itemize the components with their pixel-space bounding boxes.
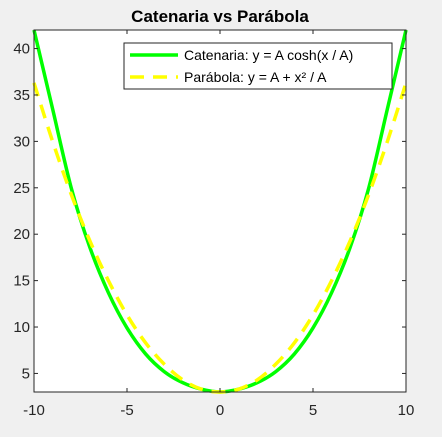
x-tick-label-3: 5 <box>309 402 317 419</box>
y-tick-label-6: 35 <box>13 87 30 104</box>
x-tick-label-0: -10 <box>23 402 45 419</box>
x-tick-label-1: -5 <box>120 402 133 419</box>
chart-title: Catenaria vs Parábola <box>131 7 309 26</box>
x-tick-label-4: 10 <box>398 402 415 419</box>
y-tick-label-1: 10 <box>13 319 30 336</box>
axes-layer: -10 -5 0 5 10 5 10 15 20 25 30 35 40 <box>13 30 414 419</box>
y-tick-label-7: 40 <box>13 41 30 58</box>
legend: Catenaria: y = A cosh(x / A) Parábola: y … <box>123 42 393 90</box>
legend-label-0: Catenaria: y = A cosh(x / A) <box>184 47 353 63</box>
y-tick-label-5: 30 <box>13 133 30 150</box>
y-tick-label-3: 20 <box>13 226 30 243</box>
y-tick-label-0: 5 <box>22 365 30 382</box>
legend-box <box>123 42 393 90</box>
y-tick-label-2: 15 <box>13 273 30 290</box>
y-tick-label-4: 25 <box>13 180 30 197</box>
plot-area <box>34 30 406 392</box>
legend-label-1: Parábola: y = A + x² / A <box>184 69 327 85</box>
x-tick-label-2: 0 <box>216 402 224 419</box>
